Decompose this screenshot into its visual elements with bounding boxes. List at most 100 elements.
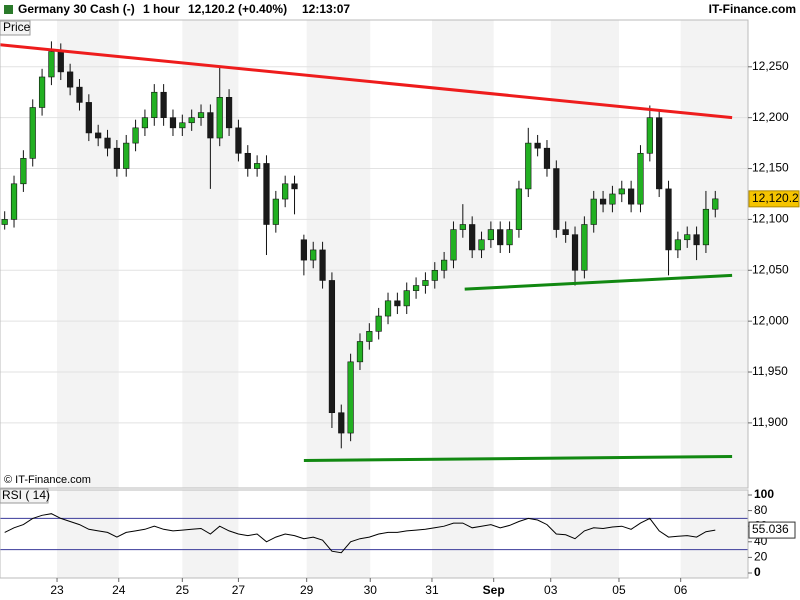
rsi-tick-label: 80 [754, 503, 768, 517]
candle-body [244, 152, 251, 169]
y-tick-label: 12,100 [752, 212, 789, 226]
candle-body [300, 239, 307, 261]
candle-body [403, 290, 410, 307]
rsi-frame [0, 489, 749, 579]
x-tick-label: 23 [50, 583, 64, 597]
rsi-tick-label: 100 [754, 487, 774, 501]
candle-body [412, 285, 420, 291]
candle-body [384, 300, 392, 317]
x-tick-label: 31 [425, 583, 439, 597]
brand: IT-Finance.com [709, 2, 796, 16]
day-band [57, 20, 119, 488]
x-tick-label: 30 [364, 583, 378, 597]
panel-label-box [0, 20, 31, 36]
x-tick-label: 27 [232, 583, 246, 597]
last-price-box [748, 190, 800, 208]
header-bar [0, 0, 800, 20]
candle-body [179, 122, 186, 129]
instrument-title: Germany 30 Cash (-) [18, 2, 135, 16]
day-band [431, 490, 494, 578]
candle-body [478, 239, 485, 251]
y-tick-label: 11,900 [752, 415, 788, 429]
candle-body [347, 361, 354, 434]
candle-body [272, 198, 279, 225]
candle-body [459, 224, 466, 230]
candle-body [609, 193, 616, 205]
rsi-last-label: 55.036 [752, 522, 789, 536]
candle-body [76, 86, 83, 103]
candle-body [375, 315, 382, 332]
x-tick-label: 05 [612, 583, 626, 597]
rsi-label-box [0, 488, 49, 504]
candle-body [291, 183, 298, 190]
candle-body [450, 229, 457, 261]
day-band [306, 490, 371, 578]
candle-body [160, 91, 167, 118]
y-tick-label: 12,050 [752, 262, 789, 276]
candle-body [113, 147, 120, 169]
candle-body [366, 331, 373, 342]
candle-body [48, 51, 55, 78]
candle-body [319, 249, 326, 281]
price-panel [0, 41, 748, 554]
candle-body [85, 102, 92, 134]
y-tick-label: 12,250 [752, 59, 789, 73]
x-tick-label: 06 [674, 583, 688, 597]
x-tick-label: 29 [300, 583, 314, 597]
y-tick-label: 12,150 [752, 161, 789, 175]
candle-body [487, 229, 494, 241]
y-tick-label: 12,000 [752, 313, 789, 327]
candle-body [356, 341, 364, 363]
candle-body [684, 234, 691, 241]
candle-body [581, 224, 588, 271]
copyright: © IT-Finance.com [4, 474, 91, 486]
candle-body [431, 269, 438, 281]
candle-body [543, 147, 551, 169]
candle-body [225, 97, 233, 129]
candle-body [515, 188, 523, 230]
candle-body [123, 142, 130, 169]
rsi-line [4, 513, 716, 554]
candle-body [141, 117, 149, 129]
candle-body [235, 127, 242, 154]
rsi-tick-label: 0 [754, 565, 761, 579]
day-band [680, 490, 748, 578]
quote: 12,120.2 (+0.40%) [188, 2, 287, 16]
price-frame [0, 19, 749, 489]
candle-body [674, 239, 681, 251]
day-band [182, 20, 239, 488]
x-tick-label: 24 [112, 583, 126, 597]
candle-body [646, 117, 653, 154]
candle-body [1, 219, 8, 225]
candle-body [553, 168, 560, 230]
y-tick-label: 11,950 [752, 364, 788, 378]
interval: 1 hour [143, 2, 180, 16]
panel-label: Price [3, 20, 31, 34]
y-tick-label: 12,200 [752, 110, 789, 124]
candle-body [628, 188, 635, 205]
candle-body [328, 280, 336, 414]
candle-body [207, 112, 214, 139]
candle-body [95, 132, 102, 139]
candle-body [67, 71, 74, 88]
candle-body [422, 280, 429, 286]
candle-body [338, 412, 345, 434]
candle-body [637, 152, 644, 205]
candle-body [216, 97, 223, 139]
trend-line [0, 43, 733, 120]
candle-body [57, 51, 64, 73]
rsi-last-box [748, 521, 796, 539]
candle-body [310, 249, 317, 261]
candle-body [38, 76, 46, 108]
rsi-title: RSI ( 14) [2, 488, 50, 502]
candle-body [188, 117, 195, 124]
candle-body [497, 229, 504, 246]
candle-body [104, 137, 111, 149]
candle-body [441, 259, 448, 271]
candle-body [712, 198, 719, 210]
candle-body [534, 142, 541, 149]
candle-body [590, 198, 597, 225]
last-price-label: 12,120.2 [752, 191, 799, 205]
candle-body [618, 188, 625, 195]
